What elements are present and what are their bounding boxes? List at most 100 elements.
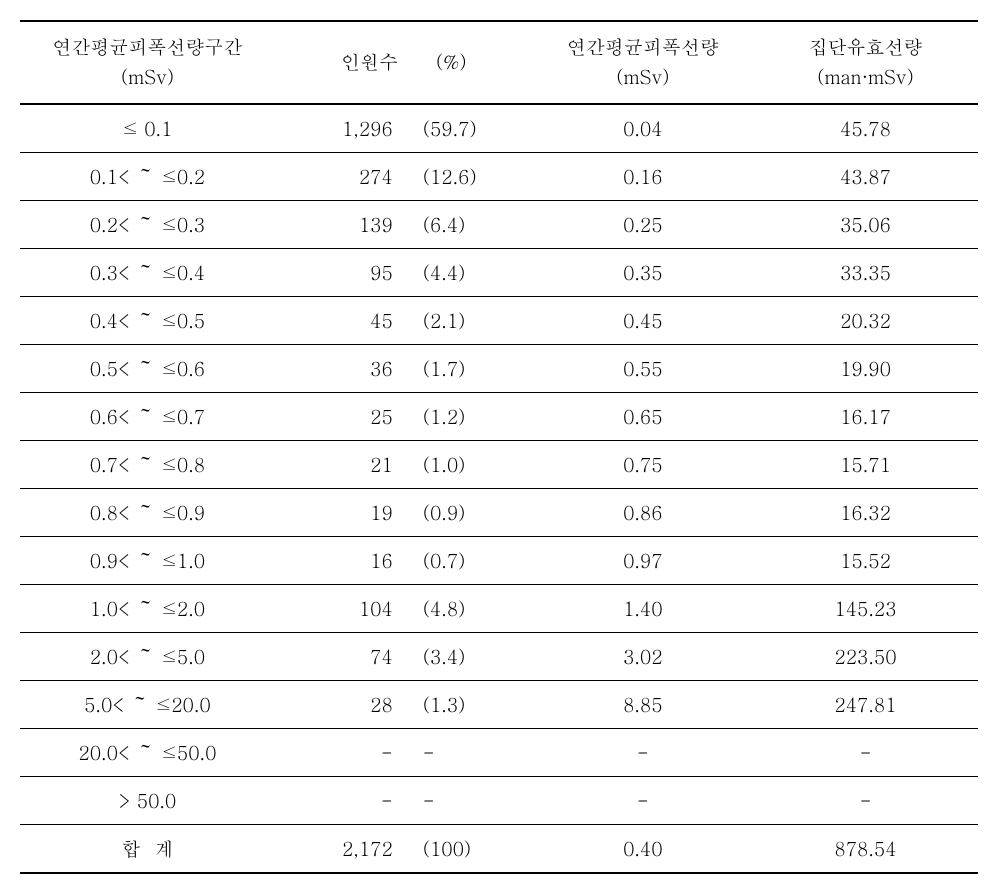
table-row: 0.9< ～ ≤1.016(0.7)0.9715.52 <box>20 536 978 584</box>
table-row: 20.0< ～ ≤50.0---- <box>20 728 978 776</box>
cell-range: ≤ 0.1 <box>20 104 275 152</box>
table-total-row: 합계2,172(100)0.40878.54 <box>20 824 978 873</box>
cell-eff: 145.23 <box>753 584 978 632</box>
table-row: > 50.0---- <box>20 776 978 824</box>
table-row: 0.4< ～ ≤0.545(2.1)0.4520.32 <box>20 296 978 344</box>
header-eff: 집단유효선량 (man·mSv) <box>753 21 978 103</box>
cell-count: 25 <box>275 392 413 440</box>
header-count-pct: 인원수 (%) <box>275 21 533 103</box>
cell-total-label: 합계 <box>20 824 275 873</box>
cell-avg: 0.97 <box>533 536 753 584</box>
cell-count: 95 <box>275 248 413 296</box>
cell-range: 0.6< ～ ≤0.7 <box>20 392 275 440</box>
cell-pct: (59.7) <box>413 104 533 152</box>
table-row: 0.2< ～ ≤0.3139(6.4)0.2535.06 <box>20 200 978 248</box>
table-row: 0.6< ～ ≤0.725(1.2)0.6516.17 <box>20 392 978 440</box>
table-row: 0.8< ～ ≤0.919(0.9)0.8616.32 <box>20 488 978 536</box>
cell-eff: - <box>753 728 978 776</box>
cell-eff: - <box>753 776 978 824</box>
cell-avg: 8.85 <box>533 680 753 728</box>
header-range: 연간평균피폭선량구간 (mSv) <box>20 21 275 103</box>
table-row: 0.5< ～ ≤0.636(1.7)0.5519.90 <box>20 344 978 392</box>
cell-eff: 15.52 <box>753 536 978 584</box>
cell-total-eff: 878.54 <box>753 824 978 873</box>
cell-eff: 20.32 <box>753 296 978 344</box>
cell-pct: (3.4) <box>413 632 533 680</box>
cell-range: > 50.0 <box>20 776 275 824</box>
cell-pct: (4.4) <box>413 248 533 296</box>
cell-count: 21 <box>275 440 413 488</box>
cell-avg: 0.55 <box>533 344 753 392</box>
cell-eff: 45.78 <box>753 104 978 152</box>
cell-avg: - <box>533 776 753 824</box>
cell-pct: (2.1) <box>413 296 533 344</box>
cell-count: 36 <box>275 344 413 392</box>
cell-count: - <box>275 728 413 776</box>
cell-count: 45 <box>275 296 413 344</box>
cell-eff: 15.71 <box>753 440 978 488</box>
cell-range: 0.4< ～ ≤0.5 <box>20 296 275 344</box>
cell-count: 74 <box>275 632 413 680</box>
cell-range: 0.2< ～ ≤0.3 <box>20 200 275 248</box>
cell-count: 19 <box>275 488 413 536</box>
cell-eff: 16.17 <box>753 392 978 440</box>
table-row: 2.0< ～ ≤5.074(3.4)3.02223.50 <box>20 632 978 680</box>
cell-avg: 0.35 <box>533 248 753 296</box>
cell-range: 1.0< ～ ≤2.0 <box>20 584 275 632</box>
cell-count: 274 <box>275 152 413 200</box>
table-row: 0.3< ～ ≤0.495(4.4)0.3533.35 <box>20 248 978 296</box>
cell-pct: (0.9) <box>413 488 533 536</box>
cell-eff: 35.06 <box>753 200 978 248</box>
table-body: ≤ 0.11,296(59.7)0.0445.780.1< ～ ≤0.2274(… <box>20 104 978 873</box>
header-count: 인원수 <box>341 48 398 75</box>
cell-pct: (6.4) <box>413 200 533 248</box>
cell-range: 20.0< ～ ≤50.0 <box>20 728 275 776</box>
cell-pct: (1.7) <box>413 344 533 392</box>
cell-pct: (0.7) <box>413 536 533 584</box>
cell-eff: 19.90 <box>753 344 978 392</box>
cell-total-avg: 0.40 <box>533 824 753 873</box>
cell-range: 0.1< ～ ≤0.2 <box>20 152 275 200</box>
cell-avg: 1.40 <box>533 584 753 632</box>
cell-eff: 247.81 <box>753 680 978 728</box>
cell-pct: (4.8) <box>413 584 533 632</box>
cell-avg: 0.75 <box>533 440 753 488</box>
cell-total-pct: (100) <box>413 824 533 873</box>
table-header-row: 연간평균피폭선량구간 (mSv) 인원수 (%) 연간평균피폭선량 (mSv) … <box>20 21 978 103</box>
header-eff-unit: (man·mSv) <box>817 63 914 90</box>
cell-avg: 0.16 <box>533 152 753 200</box>
table-row: 0.1< ～ ≤0.2274(12.6)0.1643.87 <box>20 152 978 200</box>
cell-range: 0.9< ～ ≤1.0 <box>20 536 275 584</box>
cell-eff: 223.50 <box>753 632 978 680</box>
header-avg-unit: (mSv) <box>616 63 669 90</box>
cell-avg: 3.02 <box>533 632 753 680</box>
cell-avg: 0.04 <box>533 104 753 152</box>
cell-range: 0.3< ～ ≤0.4 <box>20 248 275 296</box>
cell-avg: 0.25 <box>533 200 753 248</box>
cell-count: 104 <box>275 584 413 632</box>
cell-avg: - <box>533 728 753 776</box>
cell-avg: 0.65 <box>533 392 753 440</box>
header-eff-label: 집단유효선량 <box>809 33 923 60</box>
cell-avg: 0.45 <box>533 296 753 344</box>
cell-pct: (1.2) <box>413 392 533 440</box>
cell-pct: (1.0) <box>413 440 533 488</box>
table-row: 0.7< ～ ≤0.821(1.0)0.7515.71 <box>20 440 978 488</box>
cell-range: 5.0< ～ ≤20.0 <box>20 680 275 728</box>
cell-pct: (12.6) <box>413 152 533 200</box>
cell-count: - <box>275 776 413 824</box>
table-row: ≤ 0.11,296(59.7)0.0445.78 <box>20 104 978 152</box>
table-row: 5.0< ～ ≤20.028(1.3)8.85247.81 <box>20 680 978 728</box>
dose-distribution-table: 연간평균피폭선량구간 (mSv) 인원수 (%) 연간평균피폭선량 (mSv) … <box>20 20 978 874</box>
header-avg: 연간평균피폭선량 (mSv) <box>533 21 753 103</box>
cell-total-count: 2,172 <box>275 824 413 873</box>
header-range-line1: 연간평균피폭선량구간 <box>52 33 242 60</box>
header-avg-label: 연간평균피폭선량 <box>567 33 719 60</box>
cell-count: 139 <box>275 200 413 248</box>
cell-avg: 0.86 <box>533 488 753 536</box>
header-range-line2: (mSv) <box>121 63 174 90</box>
cell-range: 0.8< ～ ≤0.9 <box>20 488 275 536</box>
cell-range: 2.0< ～ ≤5.0 <box>20 632 275 680</box>
cell-count: 1,296 <box>275 104 413 152</box>
cell-eff: 43.87 <box>753 152 978 200</box>
